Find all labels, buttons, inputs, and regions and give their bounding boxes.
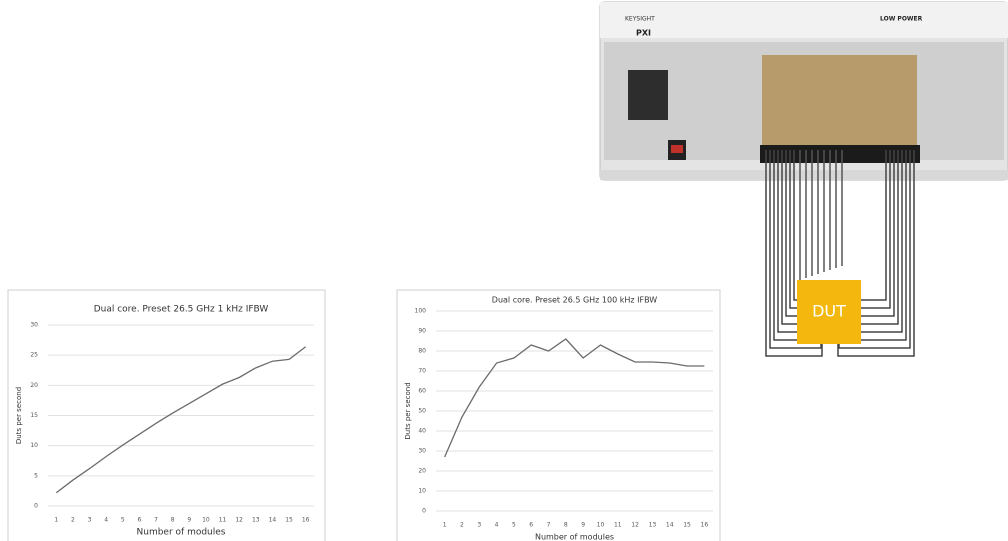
x-tick-label: 16 bbox=[701, 522, 709, 529]
x-tick-label: 3 bbox=[477, 522, 481, 529]
x-tick-label: 15 bbox=[683, 522, 691, 529]
x-tick-label: 2 bbox=[460, 522, 464, 529]
figure: KEYSIGHT PXI LOW POWER DUT Dual core. Pr… bbox=[0, 0, 1008, 541]
chassis: KEYSIGHT PXI LOW POWER bbox=[600, 2, 1008, 180]
y-tick-label: 25 bbox=[30, 352, 38, 359]
dut-label: DUT bbox=[812, 302, 846, 321]
y-tick-label: 5 bbox=[34, 472, 38, 479]
x-tick-label: 9 bbox=[581, 522, 585, 529]
x-tick-label: 14 bbox=[269, 517, 277, 524]
x-tick-label: 7 bbox=[154, 517, 158, 524]
y-tick-label: 50 bbox=[418, 408, 426, 415]
x-tick-label: 8 bbox=[171, 517, 175, 524]
x-tick-label: 12 bbox=[235, 517, 243, 524]
page: {"chart_data": [ {"type": "line", "title… bbox=[0, 0, 1008, 541]
y-tick-label: 10 bbox=[418, 488, 426, 495]
y-tick-label: 15 bbox=[30, 412, 38, 419]
chart-title: Dual core. Preset 26.5 GHz 1 kHz IFBW bbox=[94, 305, 269, 315]
y-tick-label: 40 bbox=[418, 428, 426, 435]
y-tick-label: 70 bbox=[418, 368, 426, 375]
x-tick-label: 6 bbox=[138, 517, 142, 524]
brand-label: KEYSIGHT bbox=[625, 16, 655, 23]
x-tick-label: 5 bbox=[121, 517, 125, 524]
y-tick-label: 0 bbox=[422, 508, 426, 515]
y-tick-label: 10 bbox=[30, 442, 38, 449]
x-tick-label: 7 bbox=[547, 522, 551, 529]
y-tick-label: 20 bbox=[418, 468, 426, 475]
chart-title: Dual core. Preset 26.5 GHz 100 kHz IFBW bbox=[492, 296, 657, 305]
x-tick-label: 6 bbox=[529, 522, 533, 529]
y-tick-label: 30 bbox=[30, 322, 38, 329]
x-tick-label: 13 bbox=[649, 522, 657, 529]
y-tick-label: 90 bbox=[418, 328, 426, 335]
x-tick-label: 8 bbox=[564, 522, 568, 529]
y-tick-label: 0 bbox=[34, 503, 38, 510]
x-tick-label: 4 bbox=[495, 522, 499, 529]
x-tick-label: 14 bbox=[666, 522, 674, 529]
x-tick-label: 12 bbox=[631, 522, 639, 529]
x-axis-label: Number of modules bbox=[535, 533, 614, 541]
x-tick-label: 15 bbox=[285, 517, 293, 524]
mode-label: LOW POWER bbox=[880, 16, 923, 23]
x-tick-label: 9 bbox=[187, 517, 191, 524]
y-tick-label: 20 bbox=[30, 382, 38, 389]
y-axis-label: Duts per second bbox=[404, 382, 412, 439]
x-tick-label: 13 bbox=[252, 517, 260, 524]
y-tick-label: 100 bbox=[415, 308, 427, 315]
x-tick-label: 11 bbox=[219, 517, 227, 524]
x-tick-label: 10 bbox=[202, 517, 210, 524]
x-tick-label: 4 bbox=[104, 517, 108, 524]
y-tick-label: 60 bbox=[418, 388, 426, 395]
x-tick-label: 10 bbox=[597, 522, 605, 529]
x-tick-label: 1 bbox=[54, 517, 58, 524]
x-tick-label: 1 bbox=[443, 522, 447, 529]
x-tick-label: 5 bbox=[512, 522, 516, 529]
y-tick-label: 80 bbox=[418, 348, 426, 355]
chassis-label: PXI bbox=[636, 29, 651, 38]
x-tick-label: 11 bbox=[614, 522, 622, 529]
y-tick-label: 30 bbox=[418, 448, 426, 455]
x-axis-label: Number of modules bbox=[137, 528, 226, 538]
x-tick-label: 2 bbox=[71, 517, 75, 524]
y-axis-label: Duts per second bbox=[15, 387, 23, 444]
chart-frame bbox=[397, 290, 720, 541]
x-tick-label: 16 bbox=[302, 517, 310, 524]
x-tick-label: 3 bbox=[88, 517, 92, 524]
